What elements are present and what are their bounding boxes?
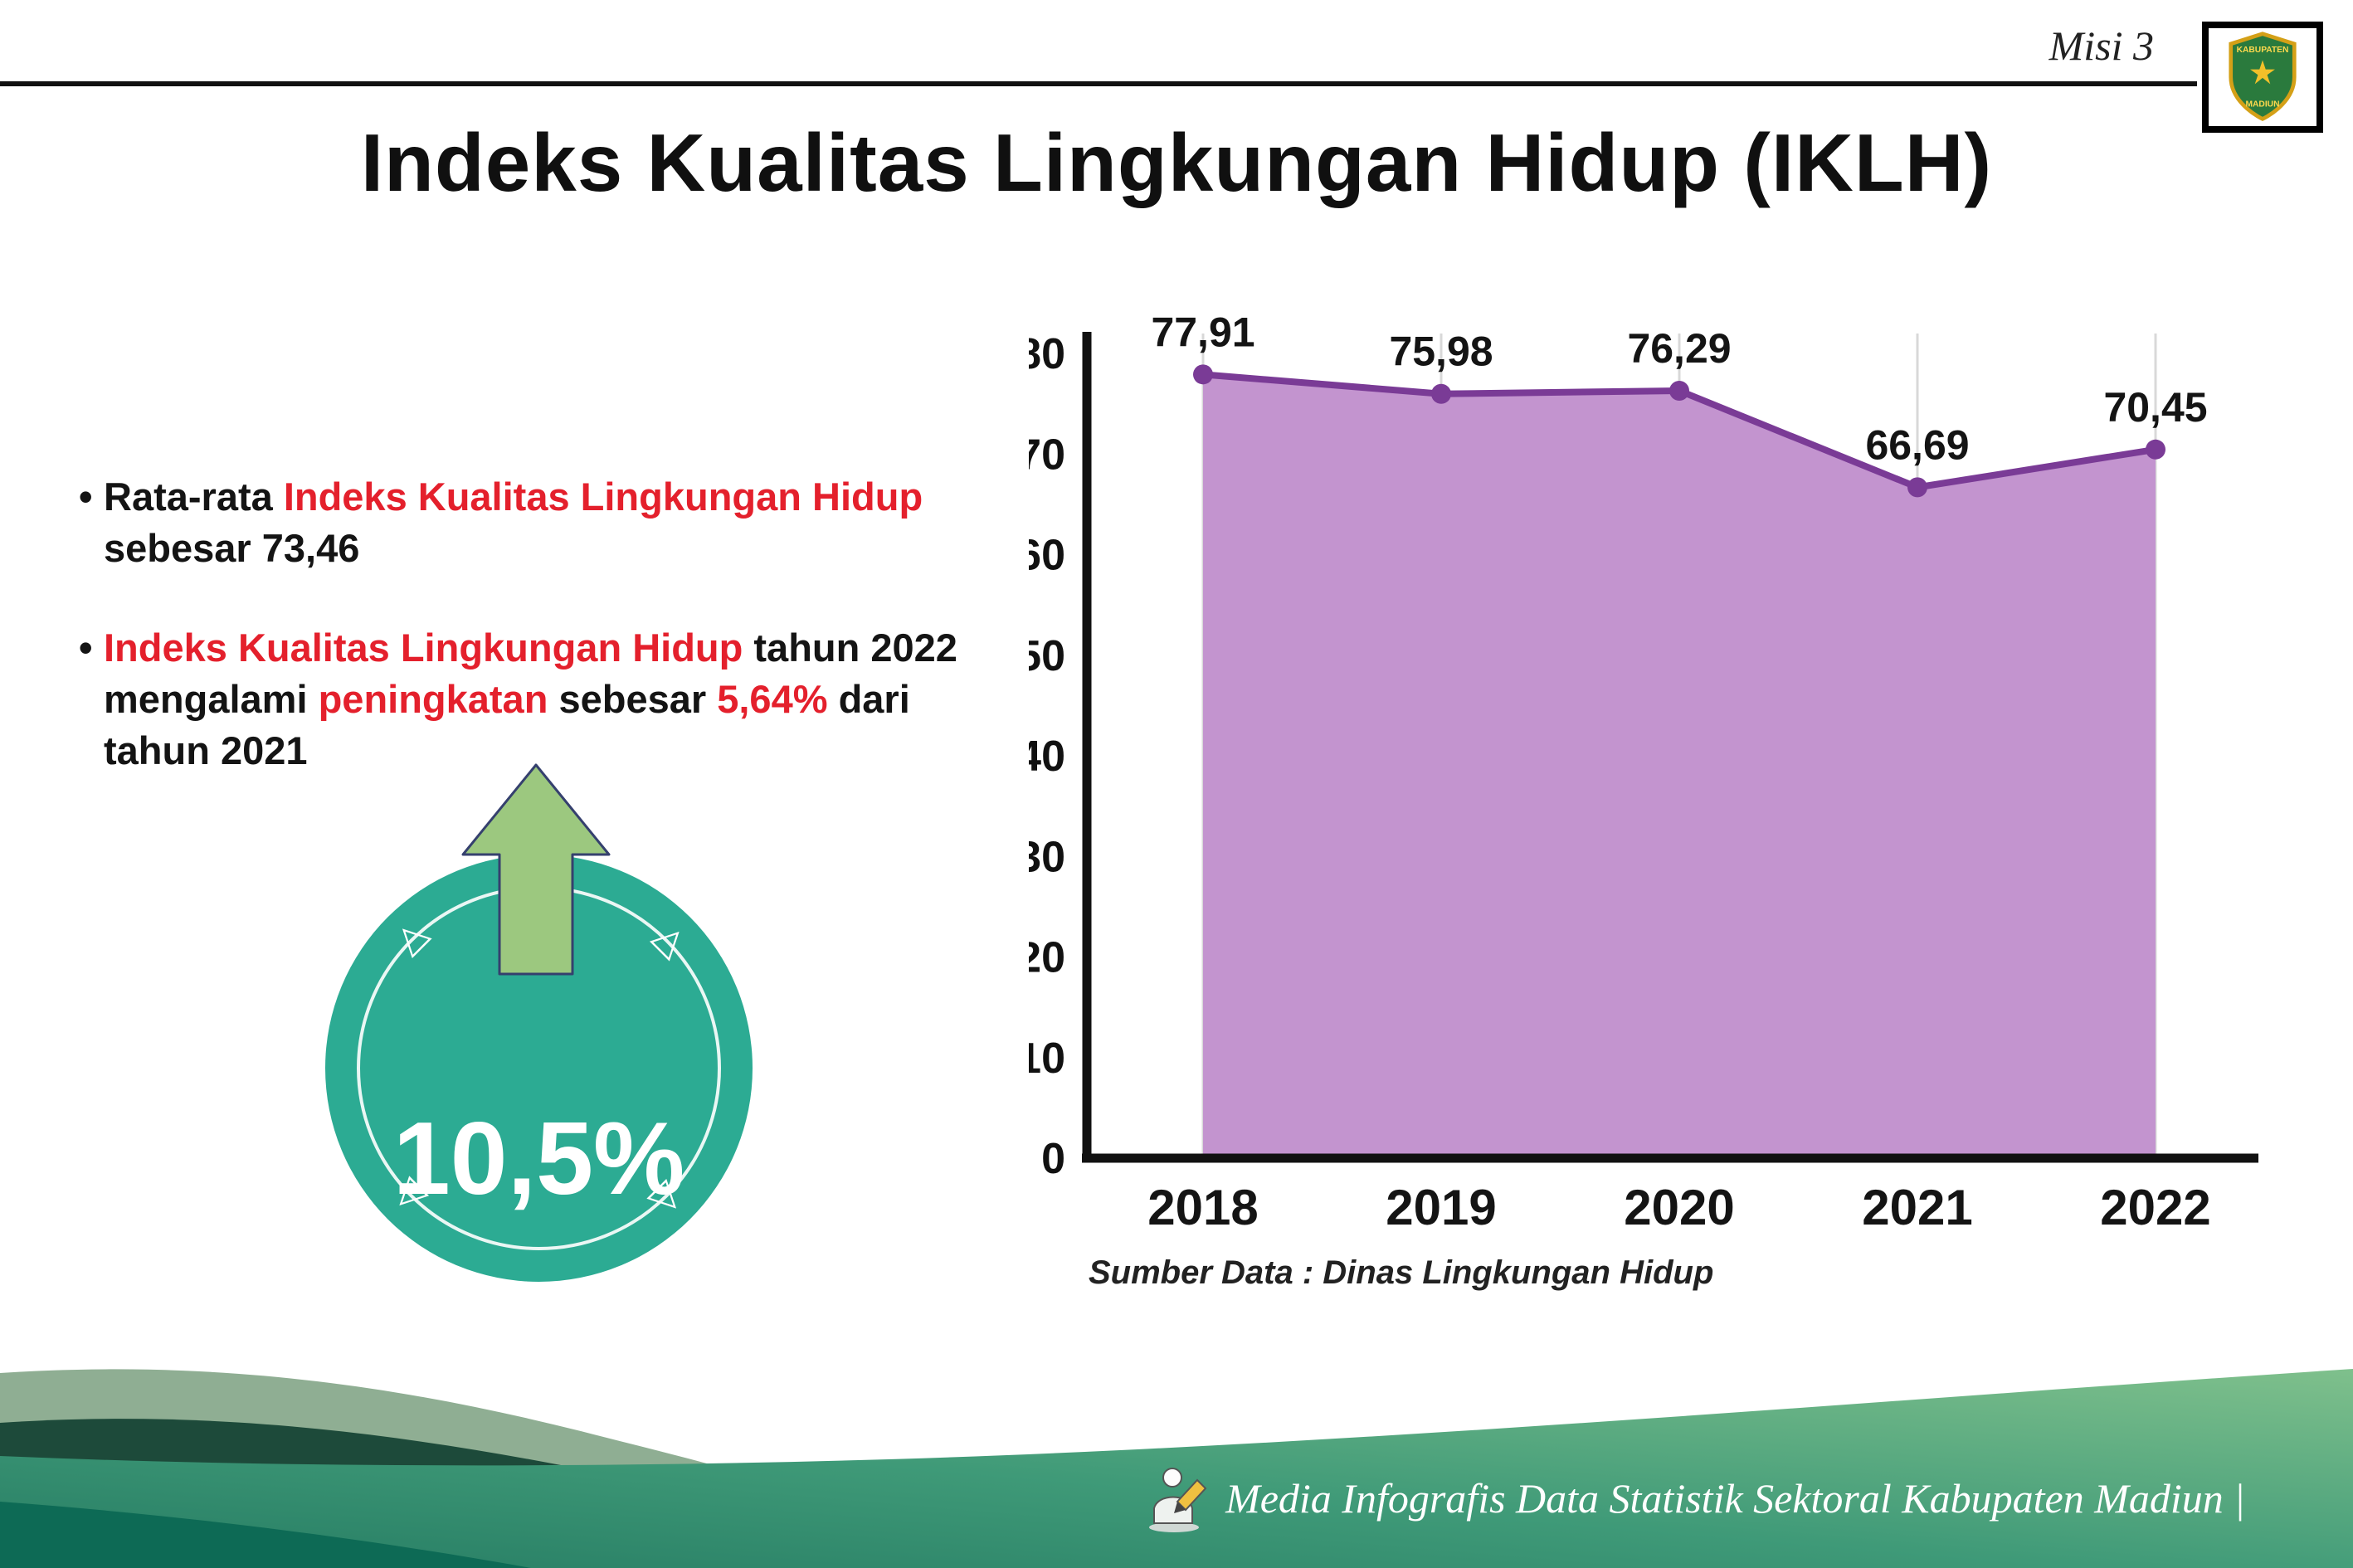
bullet2-tail: dari tahun 2021 — [104, 677, 910, 773]
svg-text:2018: 2018 — [1147, 1180, 1258, 1235]
footer-credit: Media Infografis Data Statistik Sektoral… — [1139, 1463, 2245, 1533]
increase-badge: ▷ ▷ ▷ ▷ 10,5% — [324, 762, 755, 1309]
bullet1-tail: sebesar 73,46 — [104, 526, 360, 571]
svg-text:50: 50 — [1029, 632, 1065, 680]
svg-text:2019: 2019 — [1386, 1180, 1496, 1235]
svg-text:70: 70 — [1029, 431, 1065, 479]
svg-text:76,29: 76,29 — [1627, 325, 1731, 372]
svg-text:2022: 2022 — [2100, 1180, 2210, 1235]
svg-text:75,98: 75,98 — [1389, 329, 1493, 375]
svg-text:60: 60 — [1029, 532, 1065, 580]
bullet2-highlight: Indeks Kualitas Lingkungan Hidup — [104, 626, 743, 670]
logo-top-text: KABUPATEN — [2237, 46, 2289, 55]
bullet-item-average: Rata-rata Indeks Kualitas Lingkungan Hid… — [79, 471, 983, 574]
svg-text:80: 80 — [1029, 330, 1065, 378]
svg-text:30: 30 — [1029, 833, 1065, 881]
mascot-writer-icon — [1149, 1468, 1207, 1532]
bullet2-highlight-peningkatan: peningkatan — [318, 677, 548, 722]
svg-text:70,45: 70,45 — [2103, 384, 2207, 431]
kabupaten-madiun-logo: KABUPATEN MADIUN — [2202, 22, 2323, 133]
logo-star-icon — [2250, 60, 2275, 85]
kabupaten-madiun-crest-icon: KABUPATEN MADIUN — [2229, 32, 2297, 121]
up-arrow-icon — [461, 763, 611, 976]
chart-canvas: 77,91 75,98 76,29 66,69 70,45 0 10 20 30 40 50 60 70… — [1017, 309, 2258, 1235]
footer-credit-text: Media Infografis Data Statistik Sektoral… — [1225, 1475, 2245, 1522]
iklh-area-chart: 77,91 75,98 76,29 66,69 70,45 0 10 20 30 40 50 60 70… — [1017, 309, 2273, 1254]
bullet-item-increase: Indeks Kualitas Lingkungan Hidup tahun 2… — [79, 622, 983, 777]
misi-label: Misi 3 — [2049, 22, 2154, 69]
bullet2-highlight-percent: 5,64% — [717, 677, 828, 722]
logo-bottom-text: MADIUN — [2246, 100, 2280, 109]
badge-percent: 10,5% — [392, 1102, 685, 1216]
svg-text:0: 0 — [1041, 1135, 1065, 1183]
header-rule — [0, 81, 2197, 86]
bullet1-highlight: Indeks Kualitas Lingkungan Hidup — [283, 475, 923, 519]
page-title: Indeks Kualitas Lingkungan Hidup (IKLH) — [360, 117, 1993, 208]
svg-text:20: 20 — [1029, 934, 1065, 982]
bullet2-text: tahun 2022 mengalami — [104, 626, 957, 722]
bullet1-text: Rata-rata — [104, 475, 284, 519]
svg-text:77,91: 77,91 — [1151, 309, 1254, 355]
svg-text:2020: 2020 — [1624, 1180, 1734, 1235]
svg-text:10: 10 — [1029, 1035, 1065, 1083]
svg-text:66,69: 66,69 — [1865, 421, 1969, 468]
source-note: Sumber Data : Dinas Lingkungan Hidup — [1089, 1254, 1714, 1291]
bullet2-text2: sebesar — [548, 677, 718, 722]
svg-text:2021: 2021 — [1862, 1180, 1972, 1235]
footer-wave-banner — [0, 1369, 2353, 1568]
bullet-list: Rata-rata Indeks Kualitas Lingkungan Hid… — [79, 471, 983, 777]
svg-text:40: 40 — [1029, 733, 1065, 781]
